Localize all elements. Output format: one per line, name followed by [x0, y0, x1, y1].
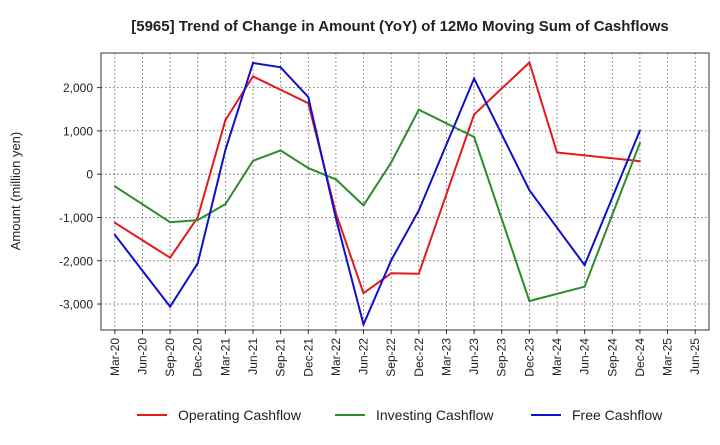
x-tick-labels: Mar-20 Jun-20 Sep-20 Dec-20 Mar-21 Jun-21 Sep-…	[108, 330, 702, 377]
operating-cashflow-point	[113, 221, 116, 224]
x-tick-label: Sep-23	[495, 338, 509, 377]
investing-cashflow-point	[528, 300, 531, 302]
free-cashflow-point	[473, 77, 476, 80]
x-tick-label: Dec-20	[191, 338, 205, 377]
free-cashflow-legend-label: Free Cashflow	[572, 407, 663, 423]
x-tick-label: Mar-22	[329, 338, 343, 376]
investing-cashflow-point	[638, 142, 641, 144]
investing-cashflow-point	[307, 167, 310, 170]
x-tick-label: Sep-24	[605, 338, 619, 377]
investing-cashflow-legend-label: Investing Cashflow	[376, 407, 494, 423]
investing-cashflow-point	[334, 178, 337, 181]
x-tick-label: Mar-20	[108, 338, 122, 376]
investing-cashflow-point	[252, 159, 254, 162]
investing-cashflow-point	[196, 219, 199, 222]
x-tick-label: Mar-24	[550, 338, 564, 376]
y-tick-label: 2,000	[63, 81, 93, 95]
y-tick-label: 0	[86, 168, 93, 182]
investing-cashflow-point	[362, 204, 365, 207]
free-cashflow-point	[417, 209, 420, 212]
free-cashflow-point	[252, 62, 254, 64]
x-tick-label: Dec-21	[301, 338, 315, 377]
free-cashflow-point	[362, 323, 365, 326]
operating-cashflow-point	[224, 119, 227, 122]
free-cashflow-point	[390, 259, 393, 262]
operating-cashflow-point	[473, 113, 476, 116]
free-cashflow-point	[583, 264, 586, 267]
x-tick-label: Sep-21	[274, 338, 288, 377]
operating-cashflow-point	[390, 272, 393, 275]
free-cashflow-point	[169, 305, 172, 308]
free-cashflow-point	[113, 233, 116, 236]
operating-cashflow-point	[362, 292, 365, 295]
x-tick-label: Mar-23	[439, 338, 453, 376]
x-tick-label: Dec-23	[522, 338, 536, 377]
free-cashflow-line	[114, 61, 641, 328]
x-tick-label: Dec-22	[412, 338, 426, 377]
operating-cashflow-legend-label: Operating Cashflow	[178, 407, 302, 423]
free-cashflow-point	[528, 189, 531, 192]
y-tick-label: -3,000	[59, 298, 93, 312]
x-tick-label: Mar-21	[218, 338, 232, 376]
series-lines	[113, 60, 641, 328]
x-tick-label: Sep-22	[384, 338, 398, 377]
operating-cashflow-point	[556, 151, 558, 154]
investing-cashflow-point	[169, 221, 172, 224]
investing-cashflow-point	[473, 136, 476, 138]
y-tick-label: -1,000	[59, 211, 93, 225]
operating-cashflow-point	[638, 160, 641, 163]
x-tick-label: Jun-25	[688, 338, 702, 375]
chart-title: [5965] Trend of Change in Amount (YoY) o…	[131, 18, 669, 35]
investing-cashflow-point	[390, 161, 393, 164]
x-tick-label: Jun-24	[578, 338, 592, 375]
legend: Operating Cashflow Investing Cashflow Free…	[137, 407, 663, 423]
free-cashflow-point	[334, 217, 337, 220]
plot-frame	[100, 52, 710, 331]
operating-cashflow-point	[196, 216, 199, 219]
operating-cashflow-line	[114, 60, 641, 295]
investing-cashflow-point	[113, 185, 116, 188]
free-cashflow-point	[638, 129, 641, 132]
x-tick-label: Jun-20	[135, 338, 149, 375]
investing-cashflow-point	[417, 108, 420, 111]
operating-cashflow-point	[169, 256, 172, 259]
x-tick-label: Mar-25	[661, 338, 675, 376]
x-tick-label: Dec-24	[633, 338, 647, 377]
operating-cashflow-point	[528, 61, 531, 64]
free-cashflow-point	[196, 262, 199, 265]
grid	[101, 53, 709, 330]
investing-cashflow-point	[583, 285, 586, 288]
x-tick-label: Jun-23	[467, 338, 481, 375]
x-tick-label: Jun-21	[246, 338, 260, 375]
free-cashflow-point	[307, 96, 310, 99]
investing-cashflow-point	[224, 203, 227, 206]
y-axis-label: Amount (million yen)	[8, 132, 23, 251]
y-tick-labels: 2,000 1,000 0 -1,000 -2,000 -3,000	[59, 81, 101, 312]
operating-cashflow-point	[417, 272, 420, 275]
investing-cashflow-point	[279, 149, 282, 152]
x-tick-label: Sep-20	[163, 338, 177, 377]
investing-cashflow-line	[114, 108, 641, 303]
y-tick-label: 1,000	[63, 124, 93, 138]
y-tick-label: -2,000	[59, 254, 93, 268]
operating-cashflow-point	[252, 75, 254, 78]
free-cashflow-point	[224, 148, 227, 151]
x-tick-label: Jun-22	[357, 338, 371, 375]
free-cashflow-point	[279, 66, 282, 69]
